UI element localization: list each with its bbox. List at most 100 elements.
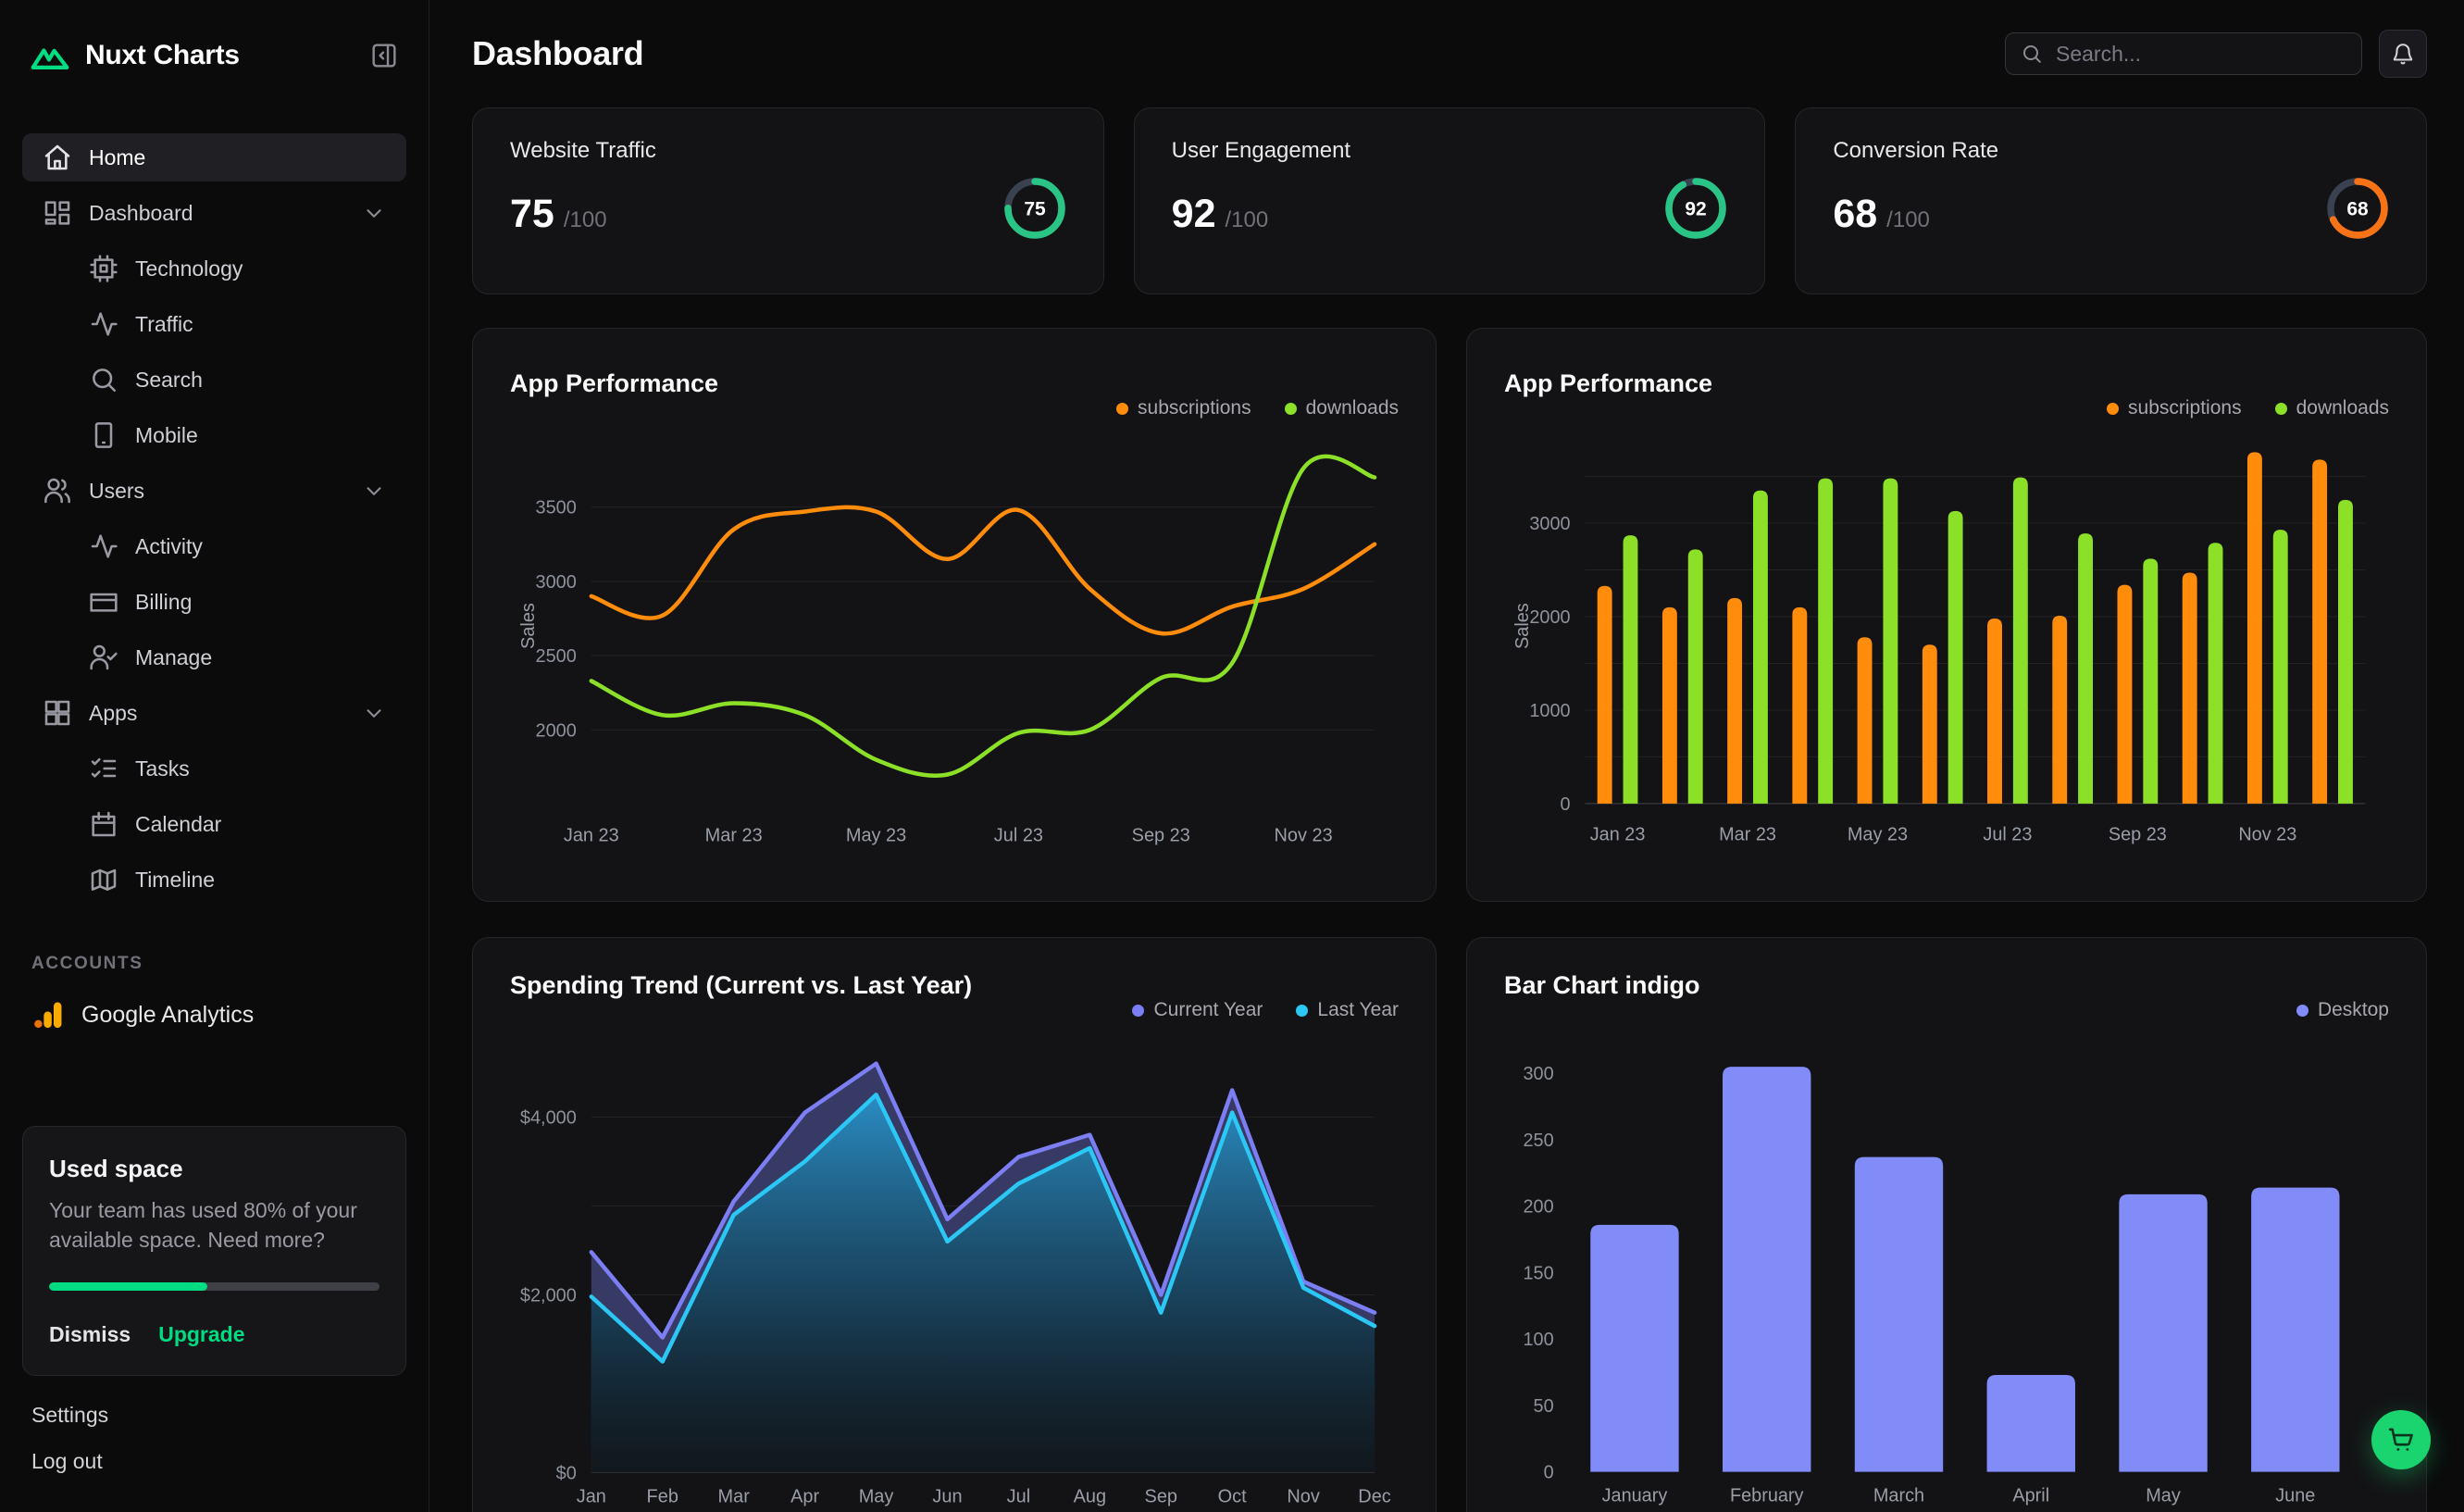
search-input[interactable] (2056, 41, 2346, 67)
chart-header: App Performance subscriptions downloads (510, 369, 1399, 419)
nuxt-logo-icon (31, 48, 69, 69)
sidebar-item-billing[interactable]: Billing (22, 578, 406, 626)
stat-card-title: User Engagement (1171, 138, 1351, 163)
chevron-down-icon (367, 487, 381, 495)
svg-text:May 23: May 23 (846, 826, 906, 846)
chart-title: App Performance (1504, 369, 1713, 397)
svg-text:100: 100 (1524, 1330, 1554, 1350)
legend-dot (1284, 402, 1297, 415)
svg-text:Sales: Sales (518, 603, 539, 649)
used-space-progress (49, 1282, 380, 1292)
sidebar-item-activity[interactable]: Activity (22, 522, 406, 570)
topbar: Dashboard (472, 24, 2427, 83)
page-title: Dashboard (472, 34, 644, 72)
legend-item-last-year[interactable]: Last Year (1296, 999, 1399, 1021)
sidebar-item-mobile[interactable]: Mobile (22, 411, 406, 459)
smartphone-icon (94, 422, 113, 448)
sidebar-footer-log-out[interactable]: Log out (31, 1448, 103, 1473)
svg-text:68: 68 (2346, 198, 2369, 219)
account-item-google-analytics[interactable]: Google Analytics (22, 989, 406, 1041)
sidebar-item-manage[interactable]: Manage (22, 633, 406, 681)
stat-card-website-traffic: Website Traffic 75/100 75 (472, 107, 1104, 294)
svg-text:75: 75 (1024, 198, 1046, 219)
sidebar-item-calendar[interactable]: Calendar (22, 800, 406, 848)
sidebar-item-dashboard[interactable]: Dashboard (22, 189, 406, 237)
legend-item-subscriptions[interactable]: subscriptions (1116, 397, 1251, 419)
svg-text:Feb: Feb (647, 1486, 678, 1506)
stat-card-conversion-rate: Conversion Rate 68/100 68 (1795, 107, 2427, 294)
chart-plot-spending-trend-current-vs-last-year-2: $0 $2,000 $4,000 Jan Feb Mar Apr May Jun Jul Aug Se… (520, 1061, 1391, 1506)
legend-dot (1296, 1004, 1309, 1017)
sidebar-item-label: Manage (135, 644, 213, 669)
chart-header: Spending Trend (Current vs. Last Year) Cu… (510, 971, 1399, 1021)
svg-text:200: 200 (1524, 1197, 1554, 1218)
svg-text:300: 300 (1524, 1064, 1554, 1084)
legend-item-subscriptions[interactable]: subscriptions (2107, 397, 2242, 419)
grid-icon (44, 700, 70, 726)
search-icon (93, 369, 116, 392)
legend-dot (2296, 1004, 2308, 1017)
stat-card-user-engagement: User Engagement 92/100 92 (1133, 107, 1766, 294)
svg-text:50: 50 (1534, 1396, 1554, 1417)
sidebar-item-technology[interactable]: Technology (22, 244, 406, 293)
sidebar-item-label: Mobile (135, 422, 198, 447)
stat-cards-row: Website Traffic 75/100 75 User Engagement 92… (472, 107, 2427, 294)
search-box (2005, 32, 2362, 75)
legend-item-current-year[interactable]: Current Year (1132, 999, 1263, 1021)
used-space-progress-fill (49, 1282, 208, 1292)
listtodo-icon (91, 757, 117, 778)
dashboard-icon (44, 201, 70, 225)
topbar-actions (2005, 30, 2427, 78)
sidebar-item-timeline[interactable]: Timeline (22, 856, 406, 904)
dismiss-button[interactable]: Dismiss (49, 1322, 131, 1347)
chevron-down-icon (367, 209, 381, 218)
cart-fab-button[interactable] (2371, 1410, 2431, 1469)
stat-card-denominator: /100 (563, 207, 607, 232)
sidebar-item-label: Users (89, 478, 145, 503)
sidebar-collapse-button[interactable] (369, 41, 399, 70)
chart-header: App Performance subscriptions downloads (1504, 369, 2389, 419)
svg-text:Sep 23: Sep 23 (2109, 825, 2167, 845)
sidebar-item-apps[interactable]: Apps (22, 689, 406, 737)
sidebar-item-label: Apps (89, 700, 138, 725)
sidebar-item-tasks[interactable]: Tasks (22, 744, 406, 793)
sidebar-item-label: Technology (135, 256, 243, 281)
sidebar-item-search[interactable]: Search (22, 356, 406, 404)
stat-card-denominator: /100 (1886, 207, 1930, 232)
accounts-section-label: ACCOUNTS (31, 954, 143, 973)
svg-text:Sep 23: Sep 23 (1132, 826, 1190, 846)
sidebar-item-traffic[interactable]: Traffic (22, 300, 406, 348)
legend-item-downloads[interactable]: downloads (2274, 397, 2389, 419)
svg-text:January: January (1602, 1485, 1668, 1506)
svg-text:$4,000: $4,000 (520, 1107, 577, 1128)
legend-label: Last Year (1317, 999, 1399, 1020)
legend-item-desktop[interactable]: Desktop (2296, 999, 2389, 1021)
users-icon (44, 478, 70, 504)
svg-text:0: 0 (1561, 794, 1571, 815)
legend-item-downloads[interactable]: downloads (1284, 397, 1399, 419)
stat-card-title: Conversion Rate (1833, 138, 1999, 163)
stat-card-value: 75 (510, 192, 554, 236)
google-analytics-icon (34, 1002, 62, 1029)
svg-text:April: April (2012, 1485, 2049, 1506)
legend-label: Current Year (1153, 999, 1263, 1020)
svg-text:Jul: Jul (1007, 1486, 1031, 1506)
svg-text:Apr: Apr (790, 1486, 819, 1506)
chart-legend: Desktop (2296, 999, 2389, 1021)
svg-text:1000: 1000 (1529, 701, 1570, 721)
svg-text:February: February (1730, 1485, 1804, 1506)
upgrade-button[interactable]: Upgrade (158, 1322, 245, 1347)
sidebar-item-home[interactable]: Home (22, 133, 406, 181)
svg-text:Jul 23: Jul 23 (1983, 825, 2032, 845)
notifications-button[interactable] (2379, 30, 2427, 78)
sidebar-item-users[interactable]: Users (22, 467, 406, 515)
legend-label: downloads (2296, 397, 2389, 419)
svg-text:Aug: Aug (1074, 1486, 1106, 1506)
sidebar-footer-settings[interactable]: Settings (31, 1402, 109, 1427)
svg-text:June: June (2275, 1485, 2315, 1506)
sidebar-item-label: Traffic (135, 311, 193, 336)
chart-legend: subscriptions downloads (2107, 397, 2389, 419)
svg-text:Nov 23: Nov 23 (2238, 825, 2296, 845)
used-space-card: Used space Your team has used 80% of you… (22, 1126, 406, 1377)
